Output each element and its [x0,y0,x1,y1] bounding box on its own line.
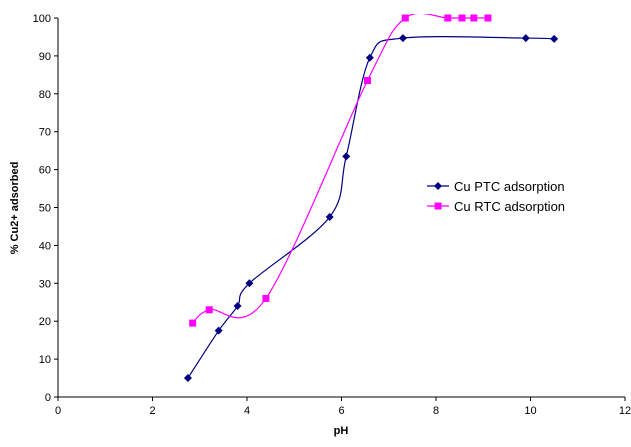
data-point [458,14,466,22]
legend-marker [434,182,442,190]
data-point [233,302,242,311]
data-point [398,34,407,43]
x-tick-label: 0 [55,405,61,417]
y-tick-label: 90 [39,51,51,63]
data-point [365,53,374,62]
x-tick-label: 10 [524,405,536,417]
data-point [205,306,213,314]
data-point [401,14,409,22]
y-tick-label: 70 [39,127,51,139]
y-tick-label: 50 [39,203,51,215]
data-point [550,34,559,43]
legend-marker [434,202,442,210]
data-point [189,319,197,327]
data-point [245,279,254,288]
plot-area [187,14,555,379]
y-tick-label: 0 [45,392,51,404]
data-point [214,326,223,335]
data-point [342,152,351,161]
x-tick-label: 4 [244,405,250,417]
y-tick-label: 10 [39,354,51,366]
x-axis-title: pH [334,425,349,437]
x-tick-label: 2 [149,405,155,417]
data-point [521,34,530,43]
y-tick-label: 30 [39,278,51,290]
data-point [484,14,492,22]
y-tick-label: 60 [39,165,51,177]
data-point [262,294,270,302]
y-axis-title: % Cu2+ adsorbed [9,162,21,255]
x-tick-label: 8 [433,405,439,417]
y-tick-label: 40 [39,240,51,252]
data-point [444,14,452,22]
series-line [187,35,555,379]
data-point [183,374,192,383]
data-point [470,14,478,22]
y-tick-label: 20 [39,316,51,328]
x-tick-label: 6 [338,405,344,417]
y-tick-label: 80 [39,89,51,101]
legend-label: Cu RTC adsorption [454,199,565,214]
data-point [363,77,371,85]
data-point [325,212,334,221]
y-tick-label: 100 [33,13,51,25]
legend-label: Cu PTC adsorption [454,179,565,194]
series-line [192,14,488,324]
x-tick-label: 12 [619,405,631,417]
